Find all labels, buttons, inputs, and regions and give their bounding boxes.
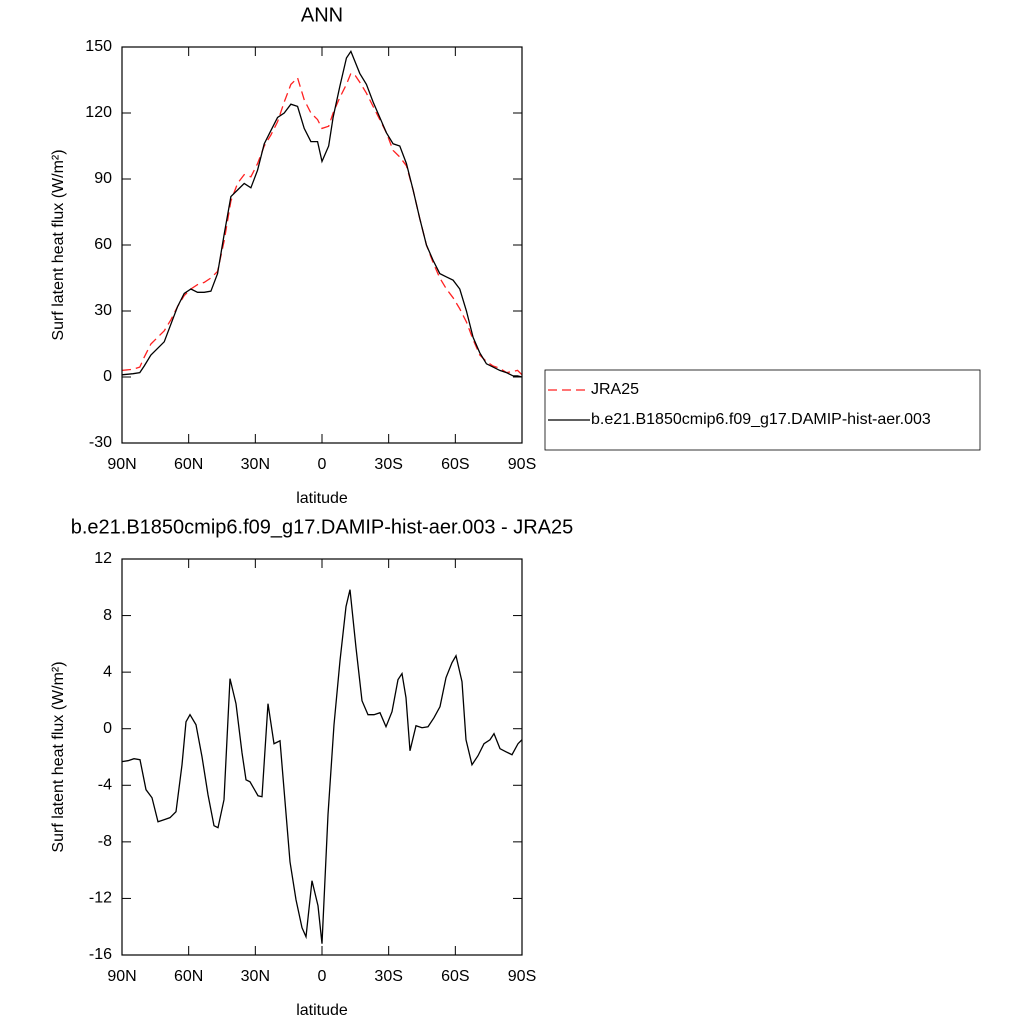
y-tick-label: -8 [98,833,112,850]
x-tick-label: 90N [107,456,136,473]
x-tick-label: 30S [374,456,402,473]
chart-title: ANN [301,4,343,26]
y-tick-label: -16 [89,946,112,963]
chart-title: b.e21.B1850cmip6.f09_g17.DAMIP-hist-aer.… [71,516,574,538]
y-tick-label: 12 [94,550,112,567]
x-tick-label: 30N [241,968,270,985]
y-axis-label: Surf latent heat flux (W/m²) [50,149,67,340]
y-tick-label: 8 [103,607,112,624]
x-tick-label: 90S [508,968,536,985]
x-tick-label: 30N [241,456,270,473]
legend-box [544,369,981,451]
y-tick-label: 0 [103,720,112,737]
y-tick-label: 60 [94,236,112,253]
x-tick-label: 0 [318,968,327,985]
legend-label: JRA25 [591,381,639,398]
x-tick-label: 30S [374,968,402,985]
x-tick-label: 90S [508,456,536,473]
y-tick-label: 150 [85,38,112,55]
x-tick-label: 60S [441,456,469,473]
y-axis-label: Surf latent heat flux (W/m²) [50,661,67,852]
y-tick-label: 120 [85,104,112,121]
plot-frame [121,558,523,956]
x-axis-label: latitude [296,490,348,507]
y-tick-label: 30 [94,302,112,319]
x-tick-label: 60N [174,968,203,985]
data-line [121,72,523,376]
data-line [121,50,523,378]
data-line [121,589,523,944]
y-tick-label: -4 [98,777,112,794]
y-tick-label: 90 [94,170,112,187]
x-tick-label: 0 [318,456,327,473]
y-tick-label: 4 [103,663,112,680]
y-tick-label: -30 [89,434,112,451]
x-axis-label: latitude [296,1002,348,1019]
x-tick-label: 90N [107,968,136,985]
plot-frame [121,46,523,444]
y-tick-label: -12 [89,890,112,907]
x-tick-label: 60S [441,968,469,985]
legend-label: b.e21.B1850cmip6.f09_g17.DAMIP-hist-aer.… [591,411,931,428]
x-tick-label: 60N [174,456,203,473]
y-tick-label: 0 [103,368,112,385]
